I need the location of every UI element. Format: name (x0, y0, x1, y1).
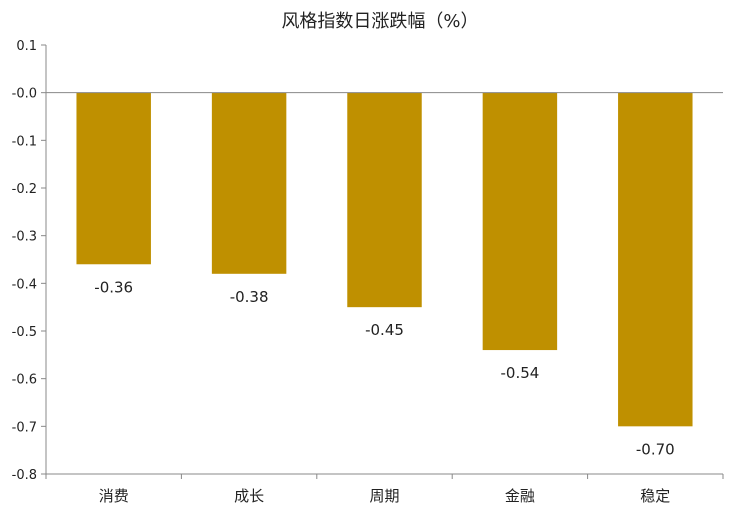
y-tick-label: -0.0 (12, 87, 37, 102)
bar-稳定 (618, 92, 693, 427)
bar-金融 (482, 92, 558, 351)
bar-周期 (347, 92, 422, 308)
y-tick-label: 0.1 (16, 39, 37, 54)
x-axis: 消费 成长 周期 金融 稳定 (45, 92, 724, 505)
y-tick-label: -0.8 (12, 468, 37, 483)
y-tick-label: -0.3 (12, 230, 37, 245)
y-tick-label: -0.6 (12, 373, 37, 388)
bar-series (76, 92, 693, 427)
x-tick-label: 稳定 (640, 487, 670, 505)
y-tick-label: -0.5 (12, 325, 37, 340)
data-label: -0.38 (230, 288, 269, 306)
y-tick-label: -0.7 (12, 420, 37, 435)
data-label: -0.36 (94, 278, 133, 296)
data-label: -0.54 (500, 364, 539, 382)
x-tick-label: 金融 (505, 487, 535, 505)
bar-成长 (211, 92, 287, 274)
data-label: -0.45 (365, 321, 404, 339)
chart-title: 风格指数日涨跌幅（%） (281, 11, 478, 32)
y-tick-label: -0.4 (12, 277, 37, 292)
x-tick-label: 成长 (234, 487, 264, 505)
x-tick-label: 周期 (369, 487, 399, 505)
data-labels: -0.36 -0.38 -0.45 -0.54 -0.70 (94, 278, 674, 458)
y-tick-label: -0.1 (12, 134, 37, 149)
y-tick-label: -0.2 (12, 182, 37, 197)
data-label: -0.70 (636, 440, 675, 458)
bar-消费 (76, 92, 151, 265)
x-tick-label: 消费 (99, 487, 129, 505)
y-axis: 0.1 -0.0 -0.1 -0.2 -0.3 -0.4 -0.5 -0.6 -0.7 -0.8 (12, 39, 47, 483)
